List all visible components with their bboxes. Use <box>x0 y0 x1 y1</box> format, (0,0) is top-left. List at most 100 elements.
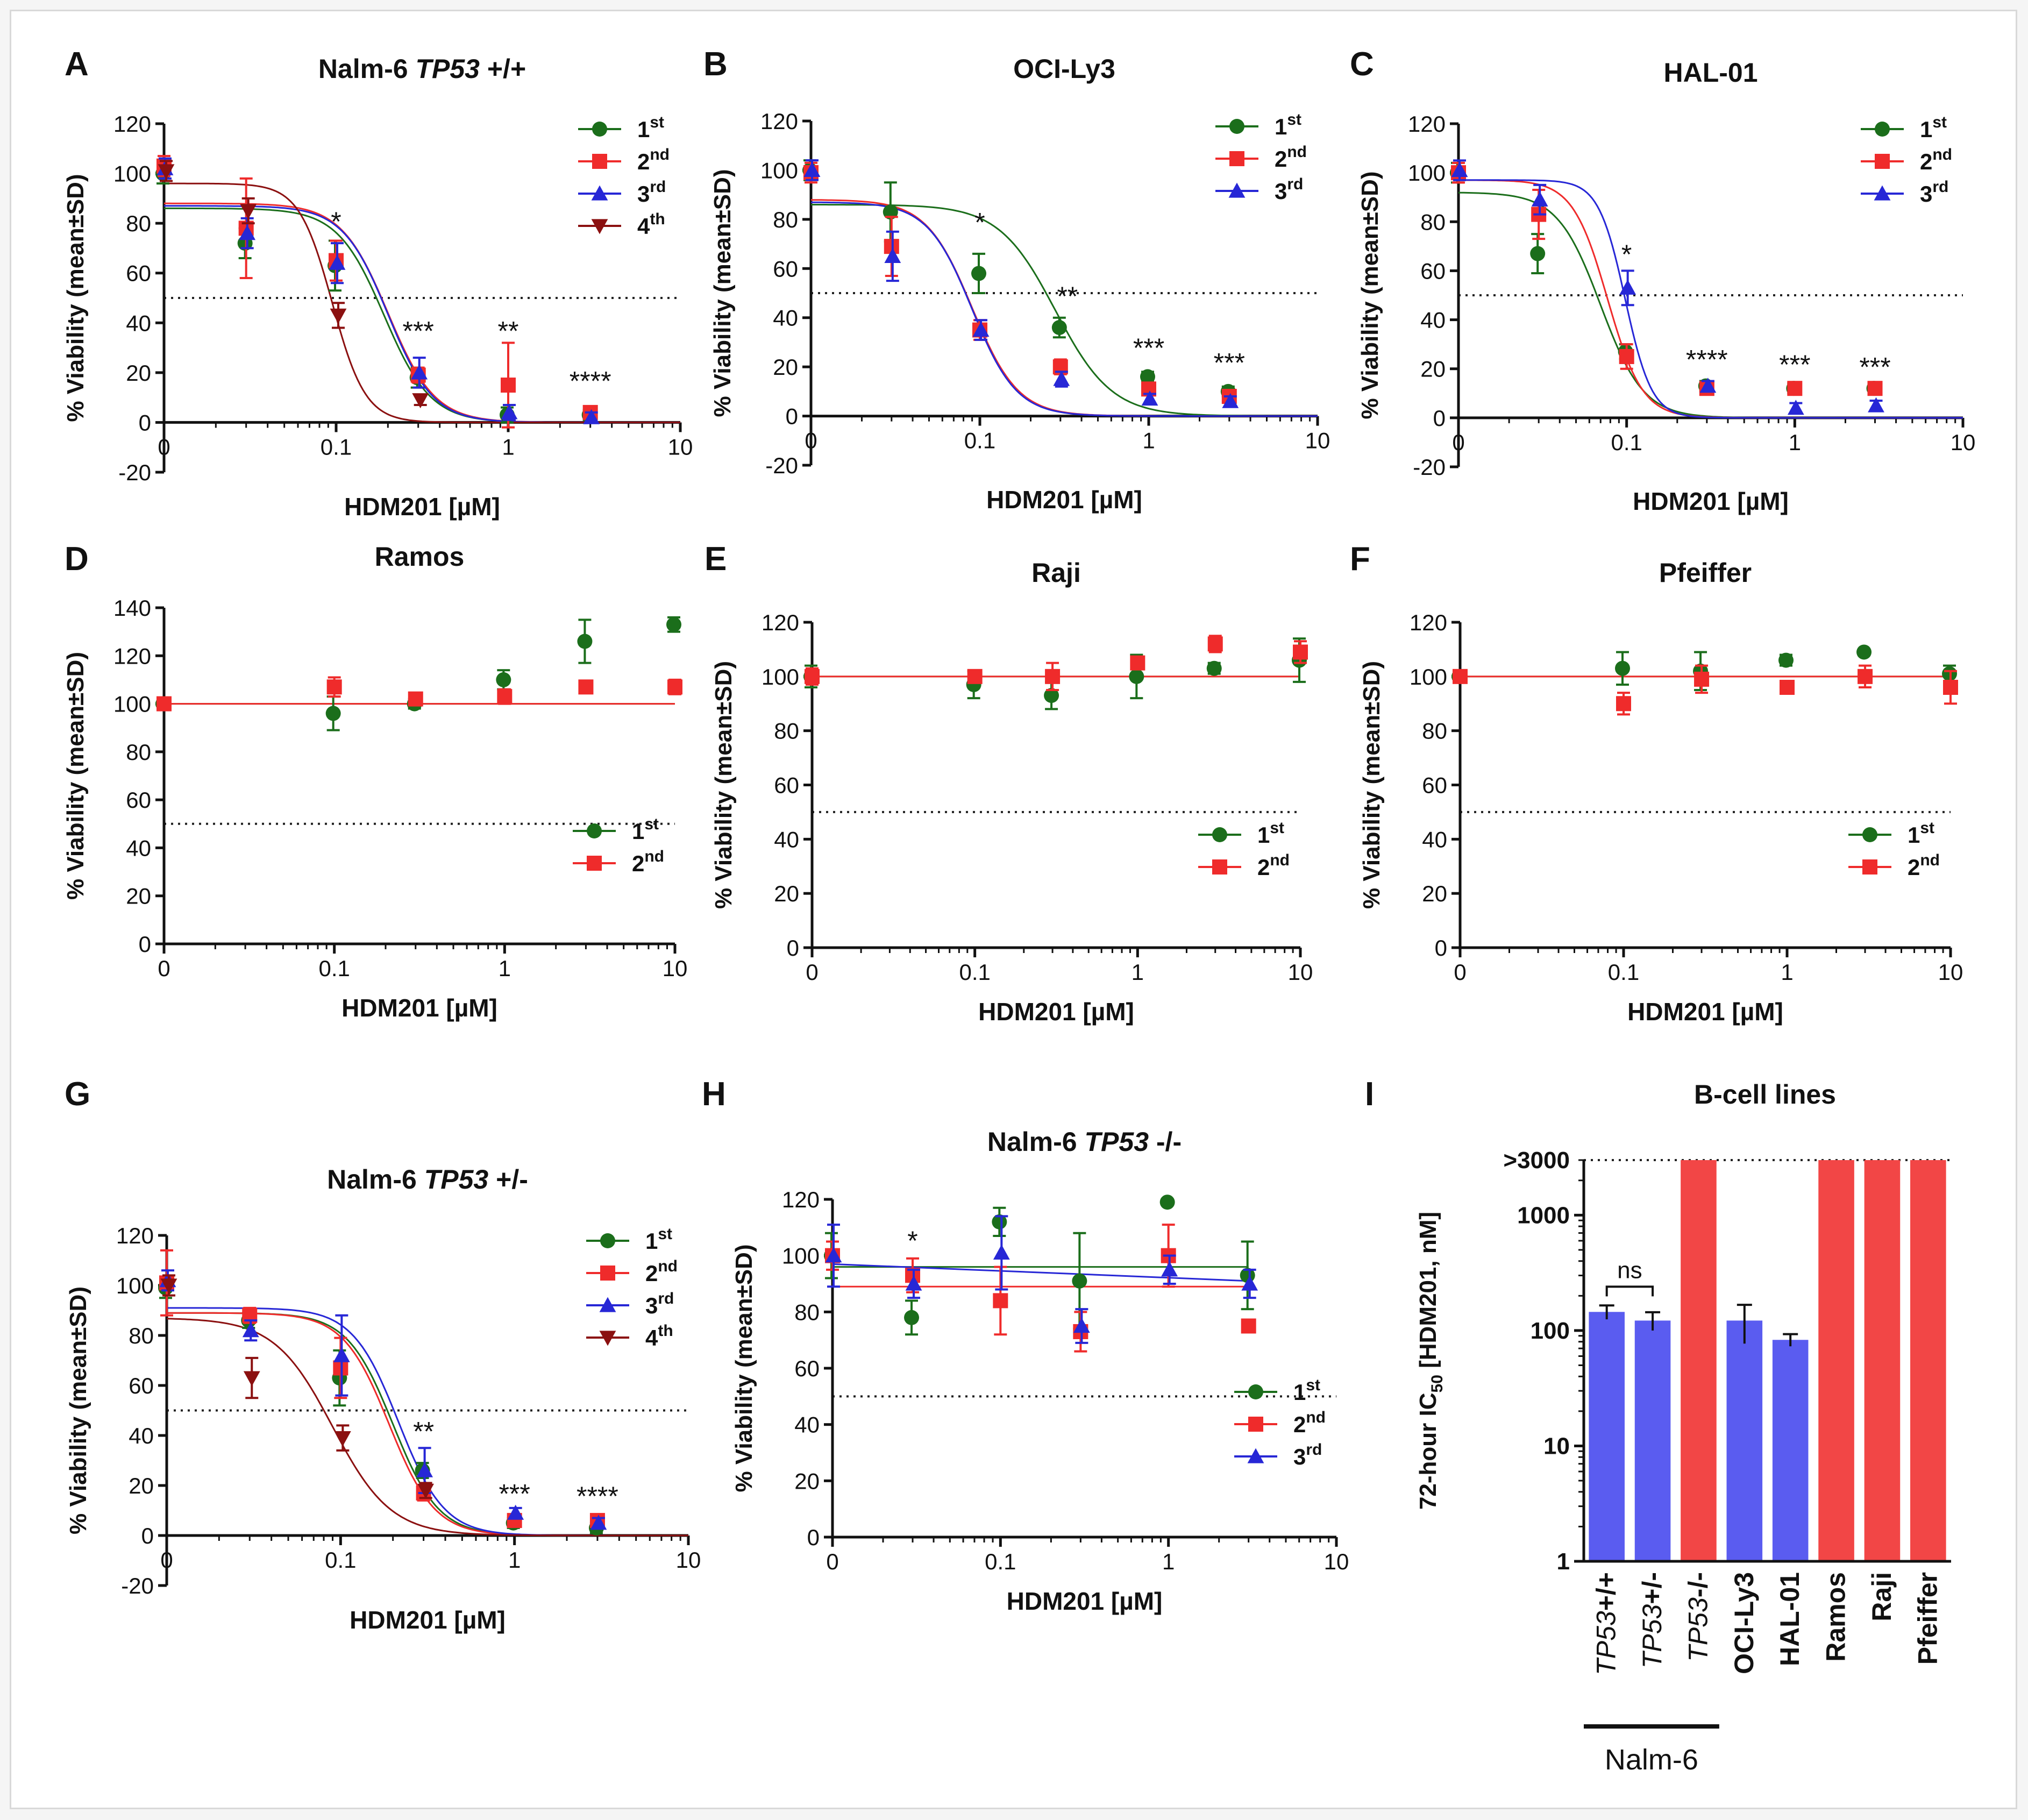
x-axis-label: HDM201 [µM] <box>344 493 500 521</box>
bar-3 <box>1681 1160 1717 1561</box>
y-tick-label: 60 <box>794 1356 820 1381</box>
data-point-series-1 <box>904 1299 920 1336</box>
marker-square <box>600 1266 615 1281</box>
significance-label: *** <box>499 1479 530 1509</box>
legend-item-series-2: 2nd <box>1198 851 1290 880</box>
marker-square <box>967 669 983 684</box>
data-point-series-2 <box>1045 662 1061 692</box>
legend-label: 4th <box>645 1322 673 1350</box>
marker-square <box>156 696 172 712</box>
marker-square <box>1212 859 1227 875</box>
y-tick-label: 0 <box>1433 406 1446 431</box>
y-tick-label: -20 <box>765 453 798 478</box>
marker-triangle <box>590 1515 607 1530</box>
marker-circle <box>587 823 602 838</box>
y-axis-label: 72-hour IC50 [HDM201, nM] <box>1415 1212 1446 1510</box>
data-point-series-2 <box>1616 692 1631 716</box>
data-point-series-3 <box>1619 269 1636 307</box>
bar-6 <box>1818 1160 1854 1561</box>
marker-square <box>805 669 820 684</box>
y-tick-label: 80 <box>126 211 151 236</box>
data-point-series-3 <box>1868 397 1884 413</box>
legend-label: 1st <box>637 113 664 142</box>
data-point-series-2 <box>1241 1318 1256 1334</box>
x-tick-label: 0.1 <box>1608 959 1639 985</box>
marker-triangle <box>884 248 901 264</box>
x-tick-label: 10 <box>1951 430 1976 455</box>
y-axis-label: % Viability (mean±SD) <box>710 661 737 909</box>
legend-label: 1st <box>632 815 659 844</box>
panel-title: Nalm-6 TP53 +/- <box>327 1164 528 1195</box>
x-tick-label: 10 <box>1305 428 1330 453</box>
data-point-series-4 <box>412 393 429 409</box>
data-point-series-3 <box>590 1515 607 1530</box>
legend-label: 2nd <box>645 1257 678 1286</box>
y-tick-label: 80 <box>129 1323 154 1348</box>
y-tick-label: 120 <box>762 610 799 635</box>
y-tick-label: 60 <box>1420 258 1446 283</box>
data-point-series-4 <box>417 1482 435 1499</box>
y-tick-label: 0 <box>1435 935 1447 961</box>
legend-label: 3rd <box>1293 1441 1322 1469</box>
significance-label: * <box>974 208 985 238</box>
marker-triangle <box>1228 182 1246 198</box>
panel-d: D Ramos 0 20 40 60 80 100 120 140 0 0.1 1 10 HDM201 [µ… <box>62 541 687 1022</box>
x-tick-label: 1 <box>508 1547 521 1573</box>
marker-square <box>408 691 423 707</box>
marker-triangle <box>1451 162 1468 177</box>
data-point-series-2 <box>1130 655 1145 671</box>
category-label: TP53+/+ <box>1591 1572 1621 1675</box>
significance-label: *** <box>1859 352 1890 382</box>
marker-triangle <box>329 254 346 270</box>
x-tick-label: 0.1 <box>964 428 995 453</box>
panel-e: E Raji 0 20 40 60 80 100 120 0 0.1 1 10 HDM201 [µM] % … <box>705 541 1313 1026</box>
panel-letter: G <box>65 1076 90 1113</box>
data-point-series-3 <box>825 1224 842 1288</box>
marker-circle <box>971 266 986 281</box>
x-tick-label: 0 <box>1454 959 1466 985</box>
data-point-series-3 <box>1531 183 1548 216</box>
y-tick-label: 60 <box>774 773 799 798</box>
x-tick-label: 10 <box>1324 1549 1349 1574</box>
marker-triangle <box>1531 191 1548 207</box>
y-tick-label: 20 <box>773 354 798 380</box>
data-point-series-1 <box>1530 233 1546 274</box>
panel-b: B OCI-Ly3 -20 0 20 40 60 80 100 120 0 0.1 1 10 HDM201 … <box>703 46 1330 514</box>
panel-letter: I <box>1365 1076 1374 1113</box>
marker-triangle-down <box>160 1278 177 1294</box>
legend-item-series-2: 2nd <box>1848 851 1940 880</box>
y-tick-label: 120 <box>760 109 798 134</box>
significance-label: * <box>907 1226 917 1256</box>
y-tick-label: -20 <box>118 460 151 485</box>
marker-square <box>1248 1417 1263 1432</box>
bar-5 <box>1772 1340 1809 1561</box>
y-tick-label: 100 <box>1408 160 1446 186</box>
y-tick-label: 80 <box>773 207 798 232</box>
marker-square <box>1867 381 1883 396</box>
bar-2 <box>1634 1320 1671 1561</box>
data-point-series-1 <box>971 252 986 294</box>
y-tick-label: 80 <box>126 740 151 765</box>
data-point-series-2 <box>242 1306 258 1324</box>
data-point-series-2 <box>408 691 423 707</box>
bar-1 <box>1589 1312 1625 1561</box>
marker-triangle <box>1699 378 1717 393</box>
x-tick-label: 1 <box>1781 959 1793 985</box>
y-axis-label: % Viability (mean±SD) <box>731 1244 757 1492</box>
marker-triangle-down <box>330 308 347 324</box>
marker-circle <box>1778 652 1794 668</box>
significance-label: * <box>1621 239 1632 269</box>
legend-item-series-1: 1st <box>573 815 659 844</box>
data-point-series-1 <box>577 618 593 664</box>
data-point-series-3 <box>993 1215 1010 1291</box>
panel-title: OCI-Ly3 <box>1013 54 1115 84</box>
panel-title: Nalm-6 TP53 +/+ <box>318 54 526 84</box>
x-axis-label: HDM201 [µM] <box>986 486 1142 514</box>
legend-item-series-2: 2nd <box>573 848 664 876</box>
y-tick-label: 40 <box>794 1412 820 1438</box>
marker-triangle <box>1161 1261 1178 1277</box>
marker-triangle <box>591 185 608 201</box>
x-tick-label: 0.1 <box>318 956 350 981</box>
